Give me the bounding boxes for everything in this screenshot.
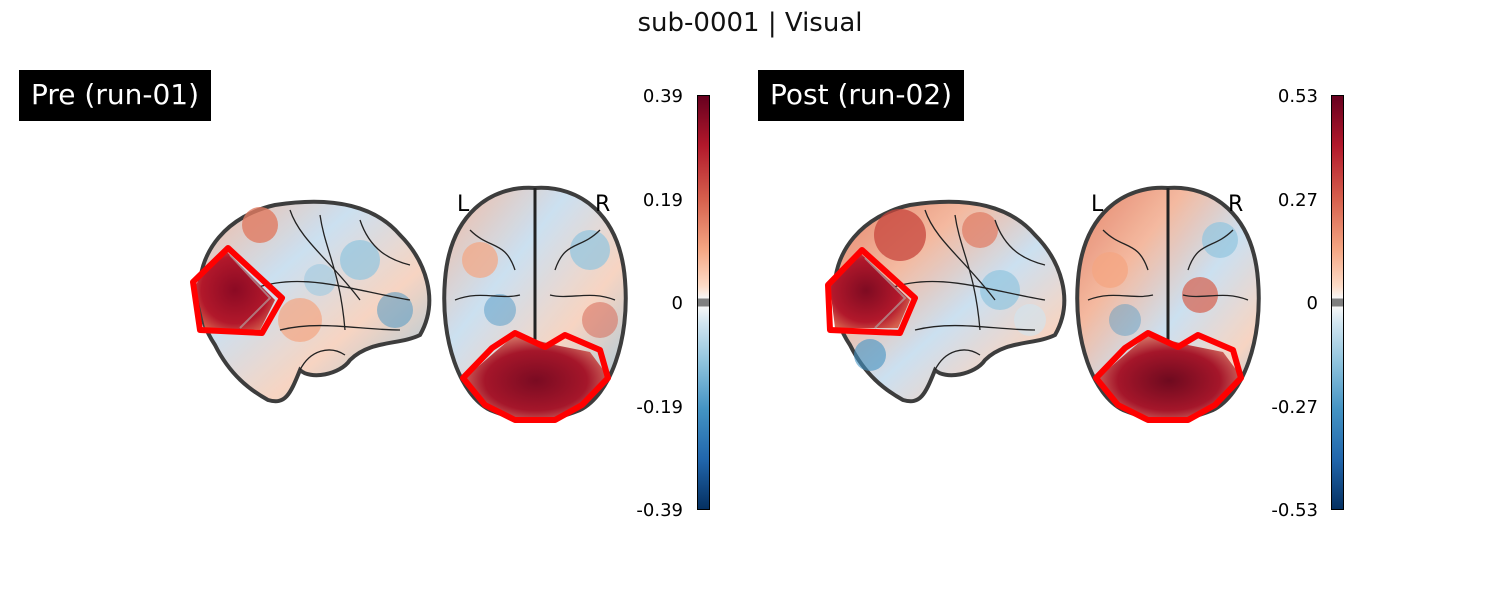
colorbar-tick-max: 0.53 [1277,86,1318,107]
sagittal-view-pre [190,199,432,404]
colorbar-post [1331,95,1344,510]
orientation-right-label: R [595,192,610,217]
colorbar-tick-min: -0.53 [1271,500,1318,521]
panel-pre: Pre (run-01) [19,70,710,521]
colorbar-tick-mid-low: -0.19 [636,397,683,418]
figure-title: sub-0001 | Visual [637,8,863,38]
colorbar-tick-mid-high: 0.27 [1277,190,1318,211]
colorbar-tick-min: -0.39 [636,500,683,521]
roi-outline-axial-pre [460,330,611,423]
colorbar-tick-zero: 0 [671,293,683,314]
sagittal-view-post [825,199,1067,404]
orientation-left-label: L [457,192,470,217]
orientation-left-label: L [1091,192,1104,217]
axial-view-pre: L R [442,185,628,423]
colorbar-pre [697,95,710,510]
colorbar-tick-max: 0.39 [642,86,683,107]
colorbar-tick-mid-high: 0.19 [642,190,683,211]
roi-outline-axial-post [1093,330,1244,423]
brain-projections-pre: L R [190,185,628,423]
panel-post: Post (run-02) [750,0,1500,600]
roi-outline-sagittal-pre [190,245,285,336]
axial-view-post: L R [1075,185,1261,423]
colorbar-tick-zero: 0 [1306,293,1318,314]
brain-projections-post: L R [825,185,1261,423]
orientation-right-label: R [1228,192,1243,217]
panel-label-pre: Pre (run-01) [19,70,211,121]
panel-label-post: Post (run-02) [758,70,965,121]
colorbar-tick-mid-low: -0.27 [1271,397,1318,418]
roi-outline-sagittal-post [825,247,918,336]
